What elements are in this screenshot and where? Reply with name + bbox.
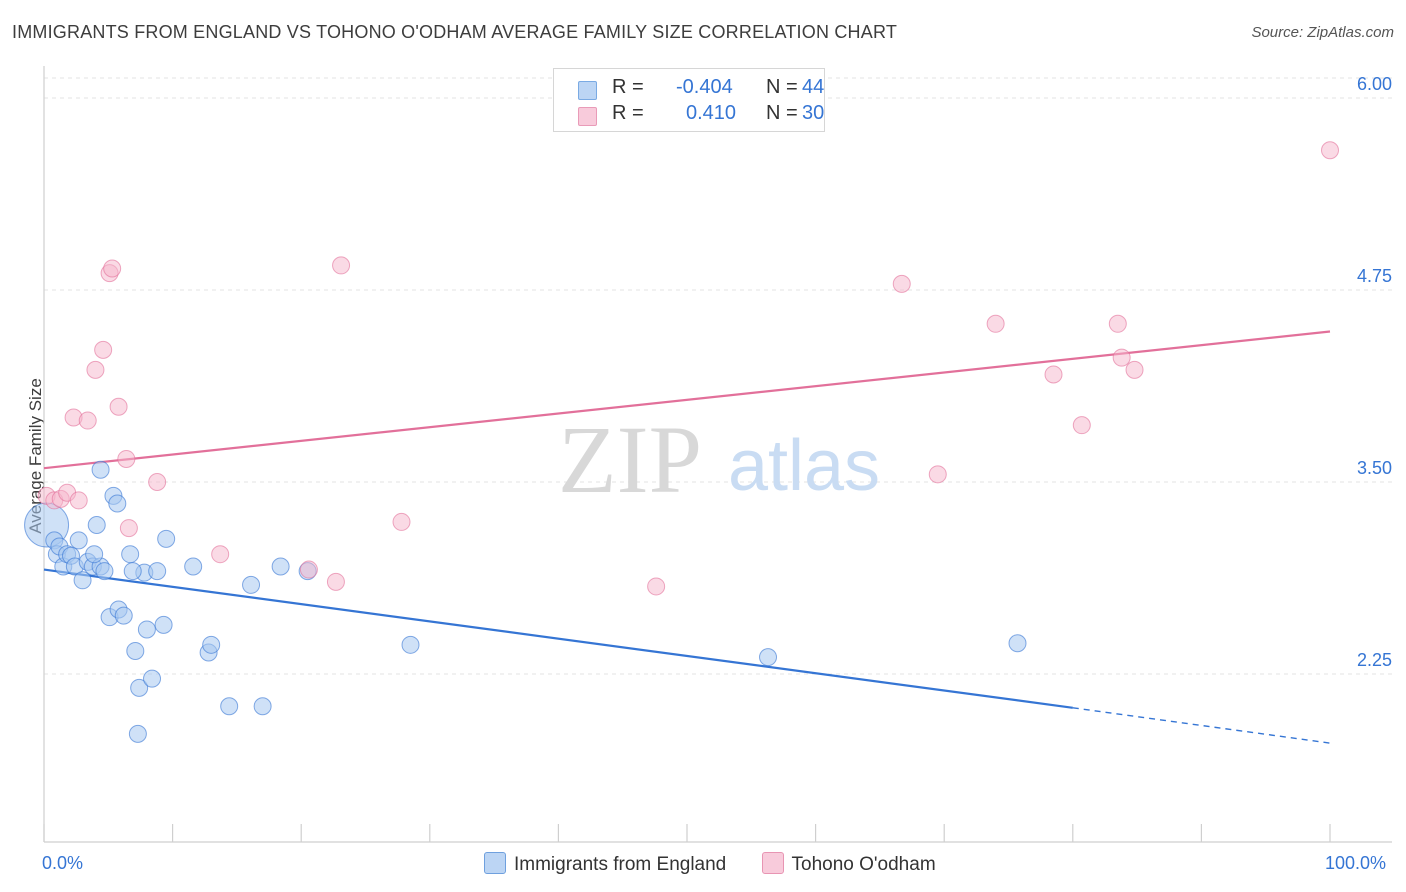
point-tohono — [148, 473, 167, 491]
point-tohono — [1112, 348, 1131, 367]
stats-r-value: 0.410 — [686, 102, 737, 124]
point-tohono — [1125, 360, 1144, 379]
point-england — [114, 606, 133, 625]
point-england — [121, 545, 140, 564]
point-england — [73, 571, 92, 590]
stats-n-label: N = — [766, 102, 798, 124]
point-england — [759, 648, 778, 667]
watermark-zip: ZIP — [558, 406, 702, 513]
point-england — [123, 562, 142, 581]
point-tohono — [103, 259, 122, 278]
chart-title: IMMIGRANTS FROM ENGLAND VS TOHONO O'ODHA… — [12, 22, 898, 42]
point-tohono — [1072, 416, 1091, 435]
legend-label-tohono: Tohono O'odham — [791, 854, 936, 875]
point-england — [91, 460, 110, 479]
axes — [43, 66, 1392, 843]
point-england — [1008, 634, 1027, 653]
point-england — [253, 697, 272, 716]
point-tohono — [1044, 365, 1063, 384]
point-england — [95, 562, 114, 581]
point-england — [148, 562, 167, 581]
x-tick-label-max: 100.0% — [1325, 853, 1387, 873]
point-england — [143, 669, 162, 688]
point-england — [401, 635, 420, 654]
point-tohono — [986, 314, 1005, 333]
stats-r-value: -0.404 — [676, 76, 733, 98]
stats-r-label: R = — [612, 76, 644, 98]
stats-r-label: R = — [612, 102, 644, 124]
y-tick-label: 6.00 — [1357, 74, 1392, 94]
point-england — [242, 575, 261, 594]
point-tohono — [119, 519, 138, 538]
trend-line-0 — [43, 568, 1073, 709]
legend-swatch-tohono — [761, 852, 784, 874]
point-tohono — [299, 560, 318, 579]
point-tohono — [117, 449, 136, 468]
legend-item-england: Immigrants from England — [484, 852, 726, 876]
series-legend: Immigrants from England Tohono O'odham — [484, 852, 966, 876]
data-points — [24, 141, 1339, 743]
point-tohono — [69, 491, 88, 510]
stats-swatch-tohono — [578, 107, 597, 126]
point-england — [87, 516, 106, 535]
stats-n-value: 30 — [802, 102, 825, 124]
point-england — [126, 641, 145, 660]
point-tohono — [109, 397, 128, 416]
point-england — [85, 545, 104, 564]
point-england — [220, 697, 239, 716]
point-england — [271, 557, 290, 576]
point-tohono — [94, 340, 113, 359]
point-england — [130, 678, 149, 697]
stats-swatch-england — [578, 81, 597, 100]
point-england — [69, 531, 88, 550]
trend-lines — [43, 330, 1331, 744]
source-label: Source: ZipAtlas.com — [1251, 24, 1394, 41]
point-tohono — [1321, 141, 1339, 160]
point-tohono — [211, 545, 230, 564]
legend-label-england: Immigrants from England — [514, 854, 727, 875]
point-england — [184, 557, 203, 576]
point-england — [128, 724, 147, 743]
legend-item-tohono: Tohono O'odham — [761, 852, 936, 876]
trend-line-dashed-0 — [1072, 707, 1331, 744]
stats-n-value: 44 — [802, 76, 825, 98]
point-tohono — [647, 577, 666, 596]
point-tohono — [86, 360, 105, 379]
point-england — [154, 615, 173, 634]
y-tick-label: 2.25 — [1357, 650, 1392, 670]
point-england — [157, 529, 176, 548]
point-tohono — [392, 512, 411, 531]
y-tick-label: 3.50 — [1357, 458, 1392, 478]
y-tick-label: 4.75 — [1357, 266, 1392, 286]
x-tick-label-min: 0.0% — [42, 853, 84, 873]
legend-swatch-england — [484, 852, 506, 874]
point-england — [202, 635, 221, 654]
point-tohono — [326, 572, 345, 591]
point-tohono — [892, 274, 911, 293]
point-tohono — [928, 465, 947, 484]
stats-n-label: N = — [766, 76, 798, 98]
point-tohono — [332, 256, 351, 275]
point-england — [137, 620, 156, 639]
point-england — [108, 494, 127, 513]
point-tohono — [1108, 314, 1127, 333]
stats-legend: R = -0.404 N = 44 R = 0.410 N = 30 — [553, 68, 825, 132]
watermark-atlas: atlas — [728, 426, 880, 506]
y-tick-labels: 2.25 3.50 4.75 6.00 — [1357, 74, 1392, 670]
point-tohono — [78, 411, 97, 430]
